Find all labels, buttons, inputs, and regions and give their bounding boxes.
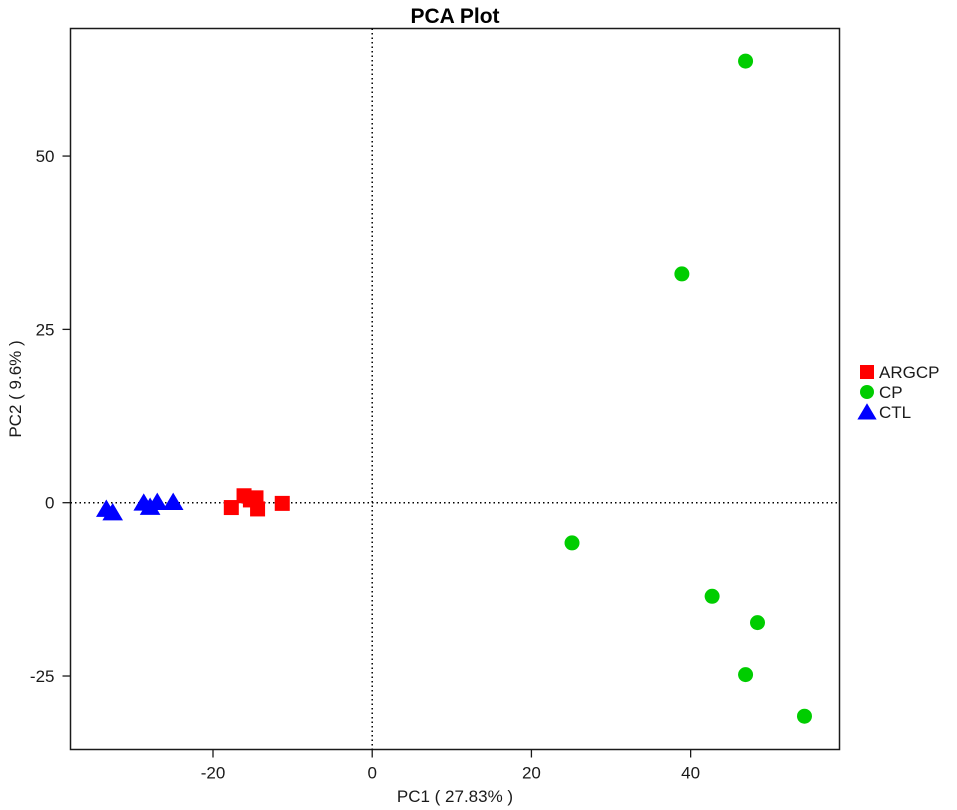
circle-point <box>674 266 690 282</box>
chart-title: PCA Plot <box>410 5 499 28</box>
y-tick-label: 0 <box>45 494 54 513</box>
y-axis-title: PC2 ( 9.6% ) <box>6 340 25 437</box>
plot-border <box>69 27 841 751</box>
circle-point <box>750 615 766 631</box>
legend-item-ctl: CTL <box>857 403 911 422</box>
legend-label: ARGCP <box>879 363 939 382</box>
data-points <box>96 53 812 724</box>
x-tick-label: 40 <box>681 764 700 783</box>
x-tick-label: -20 <box>201 764 226 783</box>
triangle-point <box>146 492 168 510</box>
x-tick-label: 20 <box>522 764 541 783</box>
y-axis: -25 0 25 50 <box>30 147 71 686</box>
circle-point <box>564 535 580 551</box>
series-ctl <box>96 492 184 521</box>
plot-area <box>69 27 841 751</box>
circle-point <box>704 588 720 604</box>
circle-icon <box>860 385 874 399</box>
square-point <box>250 501 266 517</box>
legend-label: CTL <box>879 403 911 422</box>
circle-point <box>738 667 754 683</box>
x-tick-label: 0 <box>367 764 376 783</box>
square-point <box>274 495 290 511</box>
y-tick-label: 50 <box>36 147 55 166</box>
legend-item-cp: CP <box>860 383 903 402</box>
square-icon <box>860 365 874 379</box>
triangle-icon <box>857 403 877 420</box>
circle-point <box>796 708 812 724</box>
series-cp <box>564 53 812 724</box>
x-axis: -20 0 20 40 <box>201 749 700 783</box>
y-tick-label: -25 <box>30 667 55 686</box>
triangle-point <box>162 492 184 510</box>
series-argcp <box>223 488 290 517</box>
legend-label: CP <box>879 383 903 402</box>
reference-lines <box>70 28 840 750</box>
circle-point <box>738 53 754 69</box>
triangle-point <box>102 503 124 521</box>
x-axis-title: PC1 ( 27.83% ) <box>397 787 513 806</box>
y-tick-label: 25 <box>36 320 55 339</box>
legend-item-argcp: ARGCP <box>860 363 939 382</box>
square-point <box>223 500 239 516</box>
